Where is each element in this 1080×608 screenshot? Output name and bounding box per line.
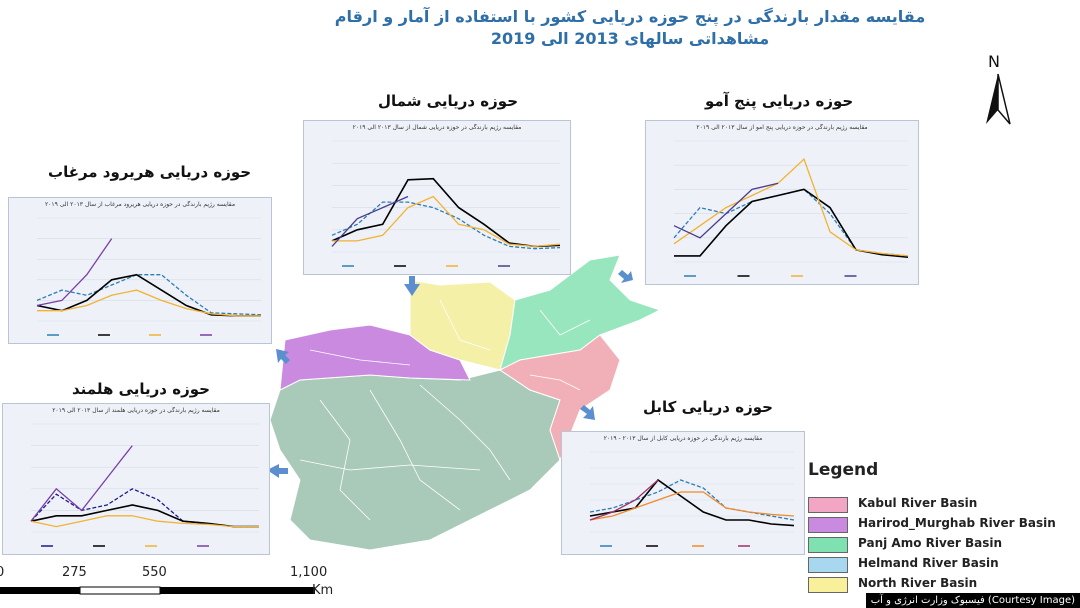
- kabul-basin-region: [499, 334, 621, 462]
- chart-series-line: [36, 274, 262, 316]
- legend-swatch: [808, 517, 848, 533]
- harirod-basin-title: حوزه دریایی هریرود مرغاب: [48, 163, 252, 181]
- chart-series-line: [331, 201, 561, 250]
- arrow-north-icon: [404, 276, 420, 296]
- harirod-basin-chart: مقایسه رژیم بارندگی در حوزه دریایی هریرو…: [8, 197, 272, 344]
- map-title-line1: مقایسه مقدار بارندگی در پنج حوزه دریایی …: [334, 7, 926, 26]
- chart-series-line: [30, 504, 259, 528]
- map-title-line2: مشاهداتی سالهای 2013 الی 2019: [490, 29, 770, 48]
- chart-series-line: [589, 491, 795, 521]
- legend-swatch: [808, 497, 848, 513]
- harirod-basin-region: [279, 324, 471, 391]
- panj-chart-title: مقایسه رژیم بارندگی در حوزه دریایی پنج آ…: [696, 124, 868, 131]
- legend-label: Kabul River Basin: [858, 496, 978, 510]
- chart-series-line: [674, 188, 909, 258]
- scale-label-0: 0: [0, 565, 5, 580]
- helmand-basin-title: حوزه دریایی هلمند: [72, 380, 210, 398]
- chart-series-line: [673, 182, 779, 239]
- chart-series-line: [589, 479, 659, 521]
- arrow-helmand-icon: [267, 464, 288, 478]
- chart-series-line: [30, 445, 133, 522]
- panj-basin-chart: مقایسه رژیم بارندگی در حوزه دریایی پنج آ…: [645, 120, 919, 285]
- chart-series-line: [37, 289, 261, 317]
- north-chart-title: مقایسه رژیم بارندگی در حوزه دریایی شمال …: [352, 124, 522, 131]
- north-chart-svg: [331, 140, 561, 267]
- kabul-basin-title: حوزه دریایی کابل: [643, 398, 773, 416]
- legend-label: North River Basin: [858, 576, 978, 590]
- legend-swatch: [808, 577, 848, 593]
- panj-basin-title: حوزه دریایی پنج آمو: [705, 92, 854, 110]
- north-arrow-icon: [986, 73, 1011, 125]
- scale-label-1100: 1,100: [290, 565, 328, 580]
- scale-label-550: 550: [142, 565, 167, 580]
- scale-unit: Km: [312, 583, 334, 598]
- north-basin-chart: مقایسه رژیم بارندگی در حوزه دریایی شمال …: [303, 120, 571, 275]
- scale-bar-graphic: [0, 586, 315, 595]
- arrow-panj-icon: [618, 270, 633, 283]
- panj-chart-svg: [673, 140, 909, 277]
- legend-label: Harirod_Murghab River Basin: [858, 516, 1056, 530]
- legend-swatch: [808, 537, 848, 553]
- helmand-chart-svg: [30, 423, 259, 547]
- kabul-chart-title: مقایسه رژیم بارندگی در حوزه دریایی کابل …: [603, 435, 763, 442]
- arrow-harirod-icon: [276, 349, 290, 364]
- legend-swatch: [808, 557, 848, 573]
- harirod-chart-svg: [36, 217, 262, 336]
- chart-series-line: [673, 157, 909, 257]
- helmand-chart-title: مقایسه رژیم بارندگی در حوزه دریایی هلمند…: [52, 407, 220, 414]
- arrow-kabul-icon: [580, 405, 595, 420]
- legend: Legend Kabul River Basin Harirod_Murghab…: [808, 460, 1078, 593]
- chart-series-line: [331, 195, 409, 247]
- legend-label: Panj Amo River Basin: [858, 536, 1003, 550]
- harirod-chart-title: مقایسه رژیم بارندگی در حوزه دریایی هریرو…: [44, 201, 236, 208]
- image-credit: (Courtesy Image) فیسبوک وزارت انرژی و آب: [865, 593, 1080, 608]
- map-title: مقایسه مقدار بارندگی در پنج حوزه دریایی …: [250, 6, 1010, 50]
- helmand-basin-chart: مقایسه رژیم بارندگی در حوزه دریایی هلمند…: [2, 403, 270, 555]
- chart-series-line: [36, 238, 113, 307]
- scale-bar: 0 275 550 1,100 Km: [0, 565, 340, 608]
- afghanistan-basin-map: [269, 254, 662, 551]
- north-label: N: [988, 52, 1000, 71]
- legend-label: Helmand River Basin: [858, 556, 999, 570]
- chart-series-line: [332, 195, 561, 248]
- north-basin-title: حوزه دریایی شمال: [378, 92, 519, 110]
- chart-series-line: [589, 478, 795, 527]
- chart-series-line: [589, 479, 795, 521]
- kabul-basin-chart: مقایسه رژیم بارندگی در حوزه دریایی کابل …: [561, 431, 805, 555]
- legend-title: Legend: [808, 460, 879, 480]
- kabul-chart-svg: [589, 451, 795, 547]
- chart-series-line: [30, 515, 259, 528]
- scale-label-275: 275: [62, 565, 87, 580]
